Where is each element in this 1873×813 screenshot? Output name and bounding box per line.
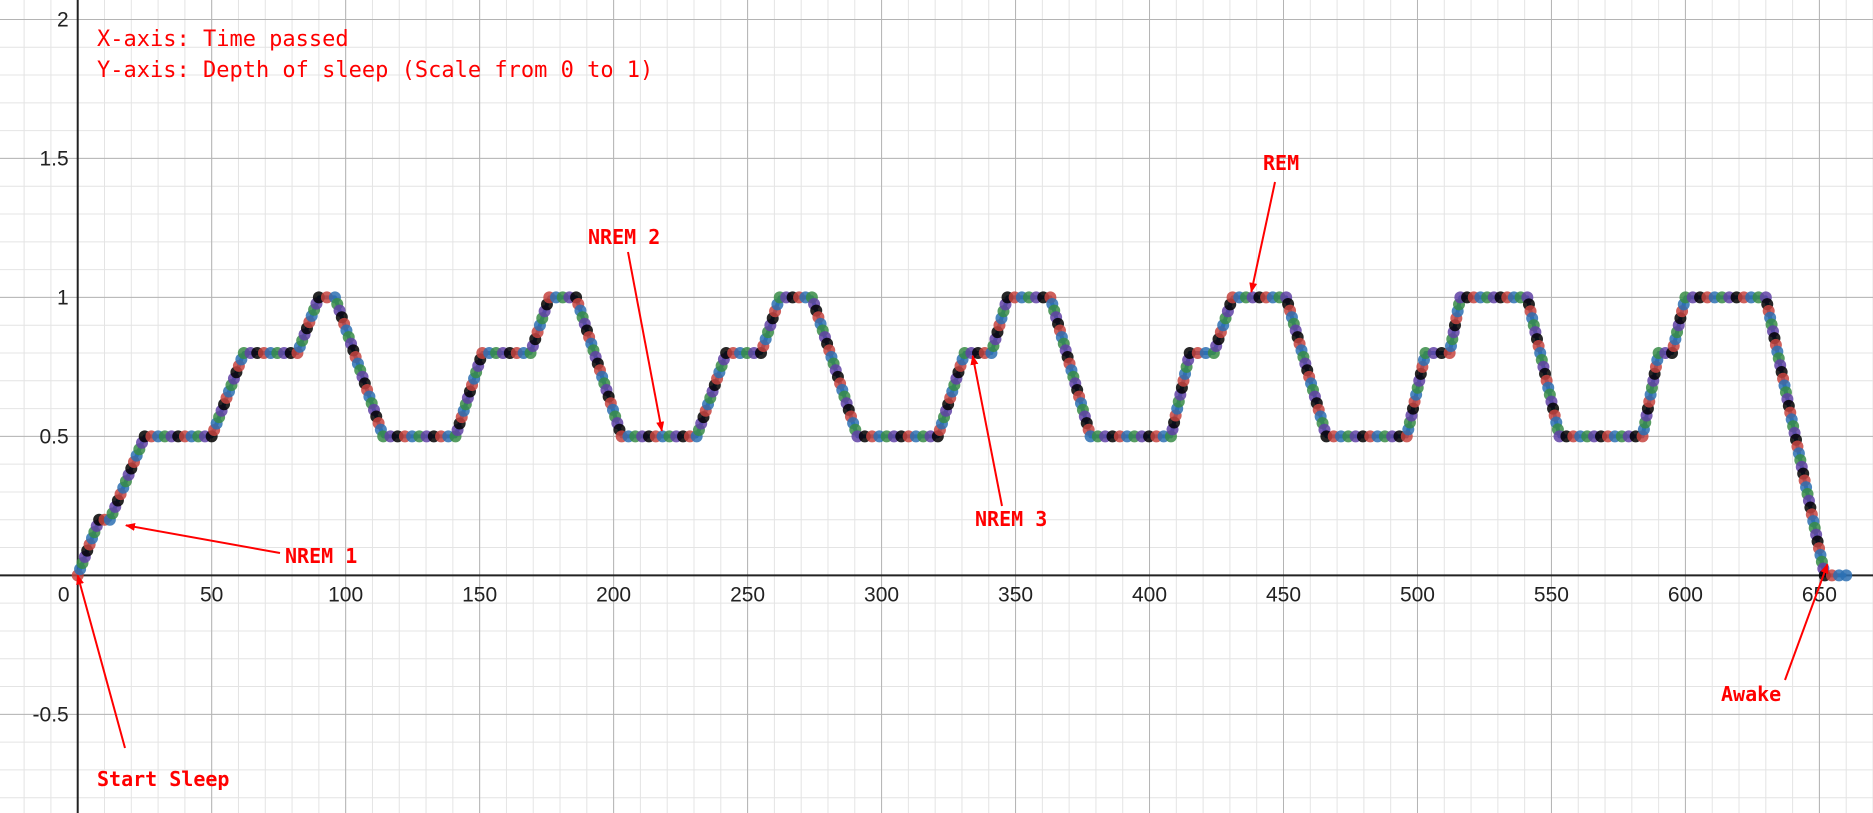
x-tick-label: 100 (328, 583, 363, 606)
x-tick-label: 300 (864, 583, 899, 606)
annotation-arrow (124, 522, 281, 554)
annotation-arrow (1249, 181, 1276, 293)
x-axis-note: X-axis: Time passed (97, 27, 349, 52)
x-tick-label: 150 (462, 583, 497, 606)
x-tick-label: 250 (730, 583, 765, 606)
annotation-label: REM (1263, 151, 1299, 175)
annotation-arrow (627, 251, 665, 432)
annotation-arrow (970, 354, 1003, 507)
data-point (1840, 569, 1853, 582)
y-tick-label: 0.5 (40, 425, 69, 448)
axis-notes: X-axis: Time passed Y-axis: Depth of sle… (97, 27, 653, 83)
annotations: Start Sleep NREM 1 NREM 2 NREM 3 REM Awake (76, 151, 1829, 791)
annotation-label: Awake (1721, 682, 1781, 706)
x-tick-label: 500 (1400, 583, 1435, 606)
annotation-label: NREM 3 (975, 507, 1047, 531)
x-tick-label: 450 (1266, 583, 1301, 606)
annotation-arrow (76, 574, 126, 749)
x-tick-label: 650 (1802, 583, 1837, 606)
tick-labels: 0 50 100 150 200 250 300 350 400 450 500 550 600 650 -… (33, 8, 1837, 726)
x-tick-label: 550 (1534, 583, 1569, 606)
y-axis-note: Y-axis: Depth of sleep (Scale from 0 to … (97, 58, 653, 83)
y-tick-label: 1 (57, 286, 69, 309)
x-tick-label: 600 (1668, 583, 1703, 606)
annotation-label: NREM 1 (285, 544, 357, 568)
x-tick-label: 400 (1132, 583, 1167, 606)
y-tick-label: 2 (57, 8, 69, 31)
annotation-label: Start Sleep (97, 767, 229, 791)
x-tick-label: 50 (200, 583, 223, 606)
y-tick-label: 1.5 (40, 147, 69, 170)
annotation-arrow (1784, 563, 1829, 681)
x-tick-label: 350 (998, 583, 1033, 606)
data-series (71, 291, 1853, 582)
annotation-label: NREM 2 (588, 225, 660, 249)
y-tick-label: -0.5 (33, 703, 69, 726)
x-tick-label: 0 (58, 583, 70, 606)
x-tick-label: 200 (596, 583, 631, 606)
